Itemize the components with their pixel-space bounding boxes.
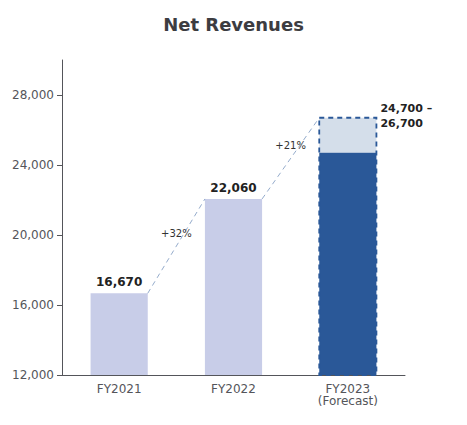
svg-text:20,000: 20,000 [12, 228, 54, 242]
svg-text:24,700 –: 24,700 – [380, 102, 432, 115]
svg-text:12,000: 12,000 [12, 368, 54, 382]
svg-text:26,700: 26,700 [380, 117, 423, 130]
svg-text:+32%: +32% [161, 228, 192, 239]
svg-text:16,670: 16,670 [96, 275, 142, 289]
svg-text:FY2021: FY2021 [97, 382, 142, 396]
svg-text:24,000: 24,000 [12, 158, 54, 172]
svg-text:FY2022: FY2022 [211, 382, 256, 396]
svg-text:(Forecast): (Forecast) [318, 394, 378, 408]
svg-text:Net Revenues: Net Revenues [163, 14, 304, 35]
svg-text:16,000: 16,000 [12, 298, 54, 312]
svg-text:FY2023: FY2023 [325, 382, 371, 396]
svg-text:+21%: +21% [275, 140, 306, 151]
svg-text:28,000: 28,000 [12, 88, 54, 102]
svg-text:22,060: 22,060 [210, 181, 256, 195]
